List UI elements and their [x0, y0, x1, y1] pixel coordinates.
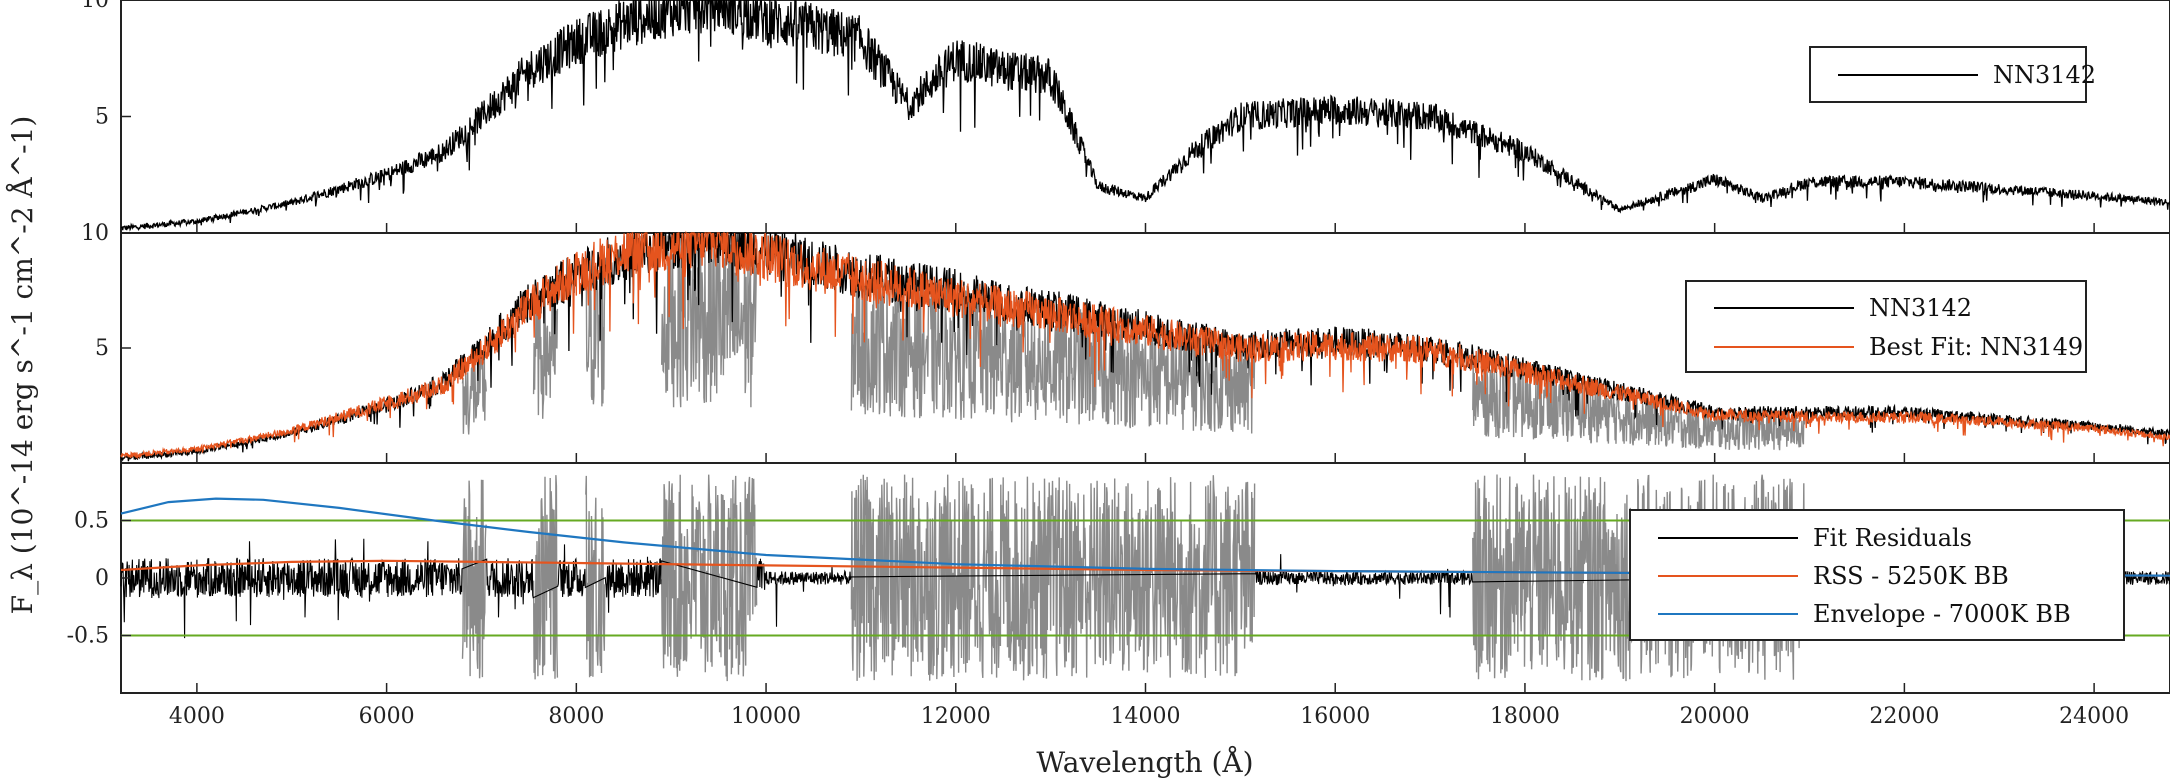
x-tick-label: 8000	[548, 704, 604, 729]
telluric-band-trace	[585, 475, 606, 678]
legend-top: NN3142	[1809, 46, 2096, 103]
legend-bottom: Fit Residuals RSS - 5250K BB Envelope - …	[1629, 509, 2125, 641]
telluric-band-trace	[1059, 306, 1256, 434]
series-line-envelope-7000k-bb	[120, 497, 2170, 577]
x-tick-label: 10000	[731, 704, 801, 729]
series-group-middle	[120, 230, 2170, 462]
legend-middle-label-0: NN3142	[1869, 294, 1972, 322]
telluric-band-trace	[661, 474, 758, 682]
telluric-band-trace	[585, 266, 606, 407]
series-line-nn3142	[120, 0, 2170, 232]
legend-middle-box	[1685, 280, 2087, 373]
y-tick-label: -0.5	[67, 624, 109, 649]
y-ticks-middle: 5 10	[81, 221, 131, 361]
y-tick-label: 0	[95, 566, 109, 591]
x-tick-label: 18000	[1490, 704, 1560, 729]
legend-middle: NN3142 Best Fit: NN3149	[1685, 280, 2087, 373]
telluric-band-trace	[532, 475, 559, 680]
telluric-band-trace	[661, 232, 758, 408]
telluric-band-trace	[850, 474, 1061, 681]
legend-bottom-label-1: RSS - 5250K BB	[1813, 562, 2009, 590]
y-axis-label: F_λ (10^-14 erg s^-1 cm^-2 Å^-1)	[6, 116, 39, 615]
legend-middle-label-1: Best Fit: NN3149	[1869, 333, 2083, 361]
y-tick-label: 10	[81, 221, 109, 246]
y-tick-label: 5	[95, 105, 109, 130]
x-tick-label: 4000	[169, 704, 225, 729]
x-tick-label: 12000	[921, 704, 991, 729]
y-ticks-bottom: 0.5 0 -0.5	[67, 509, 131, 649]
telluric-band-trace	[1059, 475, 1256, 678]
series-group-top	[120, 0, 2170, 232]
series-line-best-fit-nn3149	[120, 230, 2170, 460]
telluric-bands-middle	[461, 232, 1806, 451]
x-tick-label: 16000	[1300, 704, 1370, 729]
legend-bottom-label-0: Fit Residuals	[1813, 524, 1972, 552]
y-tick-label: 10	[81, 0, 109, 13]
legend-top-label-0: NN3142	[1993, 61, 2096, 89]
x-tick-label: 22000	[1869, 704, 1939, 729]
x-tick-label: 6000	[359, 704, 415, 729]
x-tick-label: 24000	[2059, 704, 2129, 729]
y-tick-label: 0.5	[74, 509, 109, 534]
legend-bottom-label-2: Envelope - 7000K BB	[1813, 600, 2071, 628]
x-axis-label: Wavelength (Å)	[1036, 746, 1253, 779]
telluric-band-trace	[1472, 355, 1806, 451]
panel-top: 5 10	[81, 0, 2170, 234]
x-tick-label: 20000	[1680, 704, 1750, 729]
y-ticks-top: 5 10	[81, 0, 131, 130]
x-ticks: 4000 6000 8000 10000 12000 14000 16000 18000 200…	[169, 223, 2129, 729]
telluric-band-trace	[461, 479, 487, 679]
y-tick-label: 5	[95, 336, 109, 361]
x-tick-label: 14000	[1111, 704, 1181, 729]
telluric-band-trace	[850, 267, 1061, 423]
